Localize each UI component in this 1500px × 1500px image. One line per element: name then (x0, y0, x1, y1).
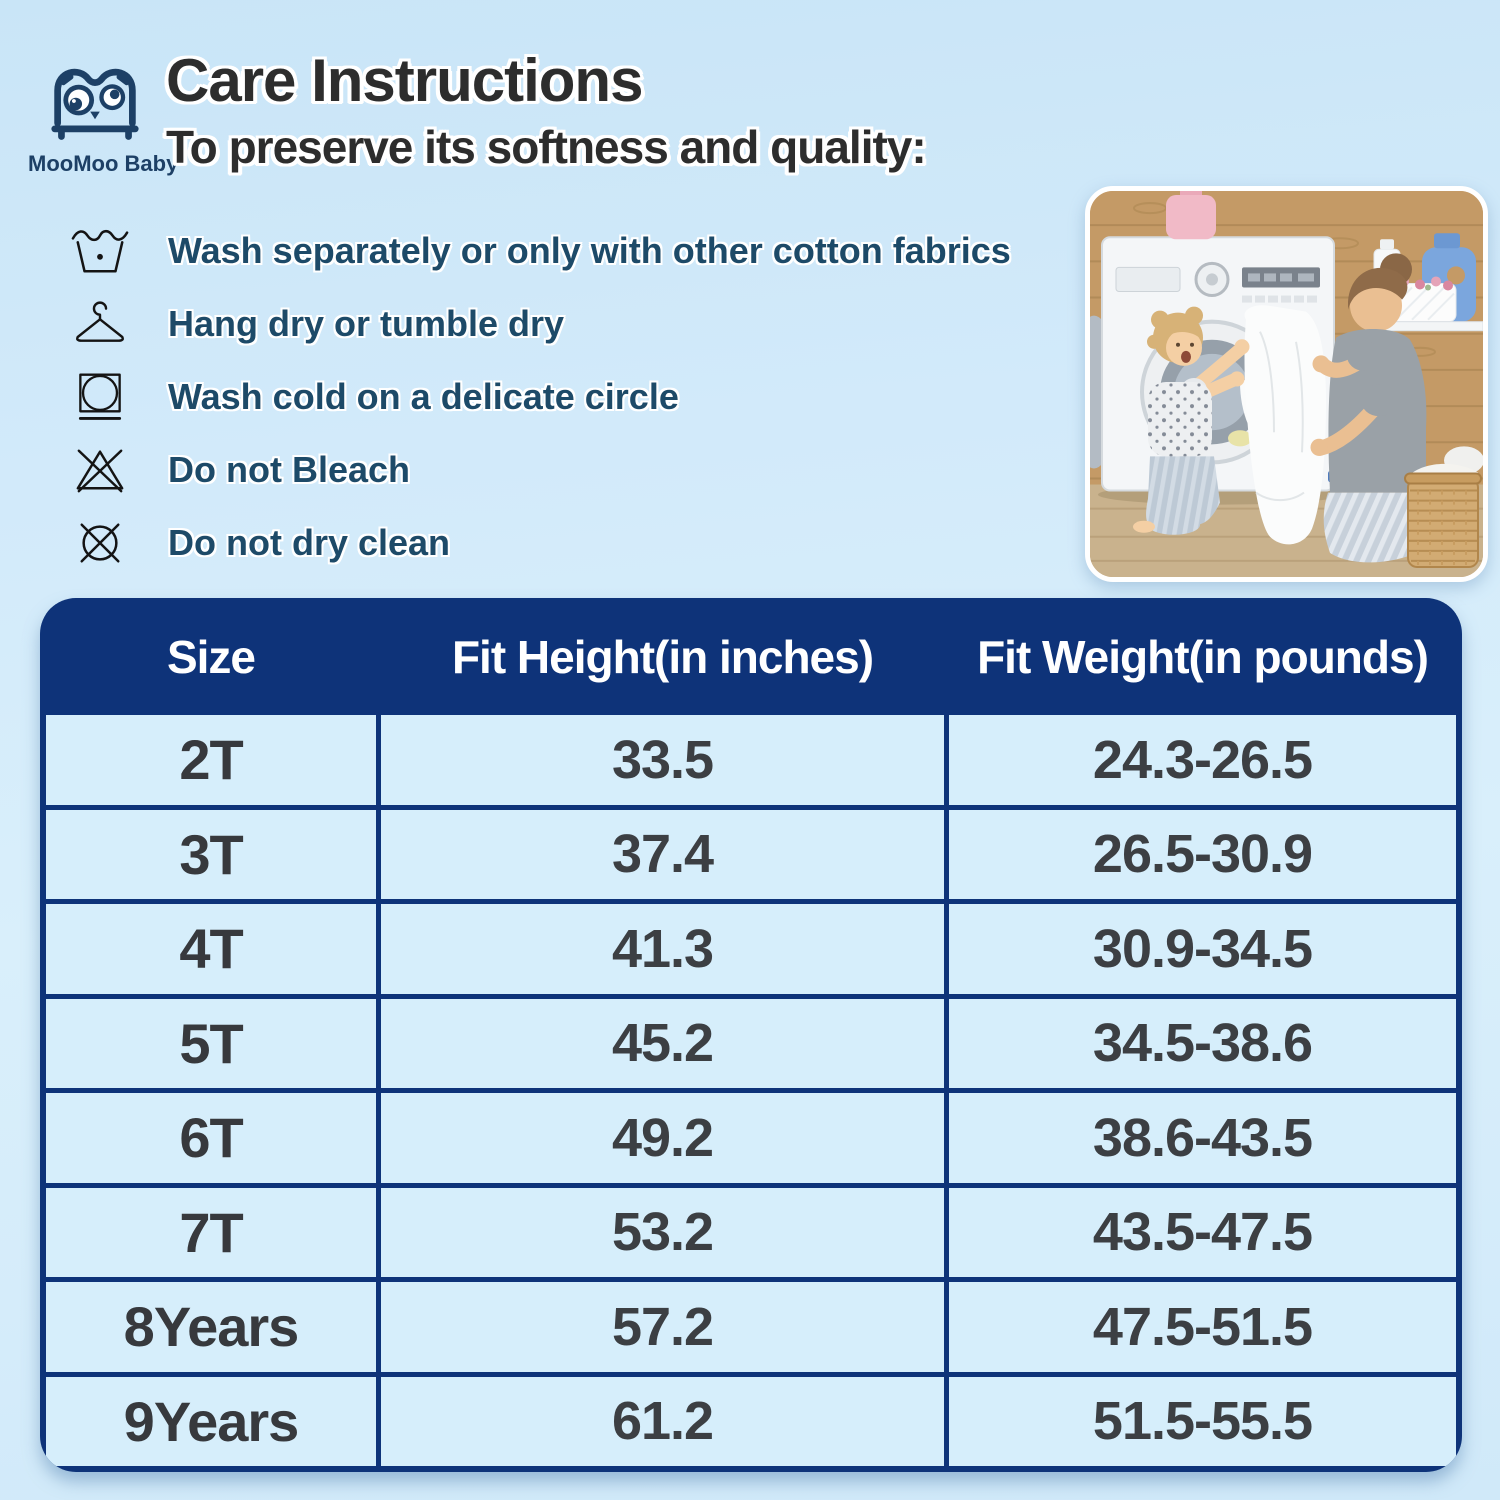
table-cell-size: 8Years (46, 1282, 376, 1372)
column-header-weight: Fit Weight(in pounds) (949, 604, 1456, 710)
care-item-label: Hang dry or tumble dry (168, 302, 565, 344)
table-cell-size: 2T (46, 715, 376, 805)
mother-figure (1310, 253, 1483, 563)
table-cell-weight: 38.6-43.5 (949, 1093, 1456, 1183)
table-cell-height: 41.3 (381, 904, 944, 994)
care-item: Do not Bleach (64, 433, 1011, 506)
brand-name: MooMoo Baby (28, 151, 179, 176)
column-header-size: Size (46, 604, 376, 710)
care-item: Wash separately or only with other cotto… (64, 214, 1011, 287)
laundry-basket (1404, 463, 1482, 568)
laundry-photo-illustration (1090, 191, 1483, 577)
page-subtitle: To preserve its softness and quality: (166, 121, 927, 173)
care-item-label: Do not dry clean (168, 521, 451, 563)
table-cell-height: 49.2 (381, 1093, 944, 1183)
page-title: Care Instructions (166, 47, 643, 114)
do-not-dry-clean-icon (64, 518, 136, 568)
care-item: Hang dry or tumble dry (64, 287, 1011, 360)
owl-logo-icon (51, 68, 139, 140)
pink-detergent-bottle (1166, 191, 1216, 240)
brand-logo: MooMoo Baby (28, 56, 179, 177)
care-item-label: Do not Bleach (168, 448, 411, 490)
table-cell-height: 61.2 (381, 1376, 944, 1466)
table-cell-size: 3T (46, 809, 376, 899)
care-item-label: Wash separately or only with other cotto… (168, 229, 1011, 271)
table-cell-height: 53.2 (381, 1187, 944, 1277)
table-cell-height: 45.2 (381, 998, 944, 1088)
table-cell-size: 9Years (46, 1376, 376, 1466)
table-cell-height: 33.5 (381, 715, 944, 805)
delicate-cycle-icon (64, 369, 136, 425)
table-cell-weight: 26.5-30.9 (949, 809, 1456, 899)
table-cell-height: 57.2 (381, 1282, 944, 1372)
table-cell-size: 6T (46, 1093, 376, 1183)
table-cell-weight: 34.5-38.6 (949, 998, 1456, 1088)
table-cell-height: 37.4 (381, 809, 944, 899)
table-cell-size: 5T (46, 998, 376, 1088)
table-cell-weight: 30.9-34.5 (949, 904, 1456, 994)
wash-tub-icon (64, 226, 136, 276)
table-cell-size: 4T (46, 904, 376, 994)
care-item-label: Wash cold on a delicate circle (168, 375, 679, 417)
white-towel (1244, 305, 1326, 545)
column-header-height: Fit Height(in inches) (381, 604, 944, 710)
child-figure (1133, 306, 1250, 535)
care-item: Wash cold on a delicate circle (64, 360, 1011, 433)
table-cell-weight: 47.5-51.5 (949, 1282, 1456, 1372)
care-instruction-list: Wash separately or only with other cotto… (64, 214, 1011, 579)
size-chart-table: Size Fit Height(in inches) Fit Weight(in… (40, 598, 1462, 1472)
table-cell-weight: 43.5-47.5 (949, 1187, 1456, 1277)
hanger-icon (64, 300, 136, 347)
do-not-bleach-icon (64, 445, 136, 495)
table-cell-size: 7T (46, 1187, 376, 1277)
table-cell-weight: 51.5-55.5 (949, 1376, 1456, 1466)
table-cell-weight: 24.3-26.5 (949, 715, 1456, 805)
care-item: Do not dry clean (64, 506, 1011, 579)
laundry-photo (1085, 186, 1488, 582)
